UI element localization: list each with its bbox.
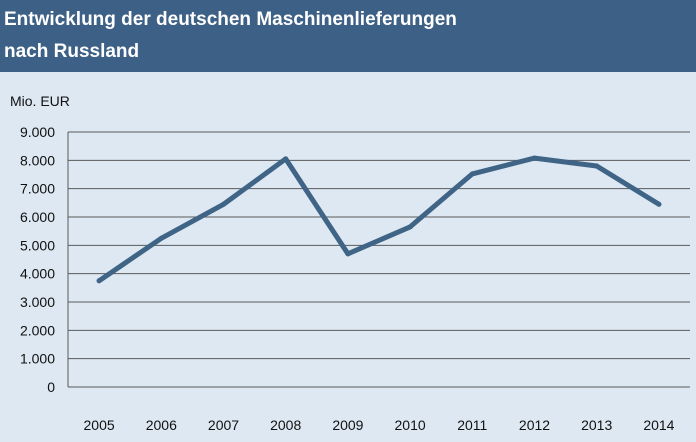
x-tick-label: 2011 bbox=[457, 417, 487, 433]
x-tick-label: 2010 bbox=[395, 417, 426, 433]
y-tick-label: 7.000 bbox=[20, 181, 55, 197]
y-axis-label: Mio. EUR bbox=[10, 93, 70, 109]
chart-title-bar: Entwicklung der deutschen Maschinenliefe… bbox=[0, 0, 696, 72]
chart-title-line-1: Entwicklung der deutschen Maschinenliefe… bbox=[4, 9, 457, 30]
y-tick-label: 0 bbox=[47, 379, 55, 395]
x-tick-label: 2013 bbox=[581, 417, 612, 433]
y-tick-label: 3.000 bbox=[20, 294, 55, 310]
y-tick-label: 1.000 bbox=[20, 351, 55, 367]
data-point-2008 bbox=[283, 156, 289, 162]
chart-title-line-2: nach Russland bbox=[4, 41, 140, 62]
x-tick-label: 2006 bbox=[146, 417, 177, 433]
x-tick-label: 2005 bbox=[84, 417, 115, 433]
data-point-2006 bbox=[158, 235, 164, 241]
x-tick-label: 2009 bbox=[332, 417, 363, 433]
data-point-2011 bbox=[469, 171, 475, 177]
data-point-2005 bbox=[96, 278, 102, 284]
y-tick-label: 6.000 bbox=[20, 209, 55, 225]
y-tick-label: 8.000 bbox=[20, 152, 55, 168]
data-point-2013 bbox=[594, 163, 600, 169]
x-tick-label: 2012 bbox=[519, 417, 550, 433]
y-tick-label: 9.000 bbox=[20, 124, 55, 140]
data-point-2007 bbox=[221, 201, 226, 207]
x-tick-label: 2007 bbox=[208, 417, 239, 433]
data-point-2012 bbox=[532, 155, 537, 161]
y-tick-label: 5.000 bbox=[20, 237, 55, 253]
data-point-2010 bbox=[407, 224, 413, 230]
y-tick-label: 2.000 bbox=[20, 322, 55, 338]
y-tick-label: 4.000 bbox=[20, 266, 55, 282]
data-point-2009 bbox=[345, 251, 351, 257]
data-point-2014 bbox=[656, 201, 662, 207]
x-tick-label: 2008 bbox=[270, 417, 301, 433]
series-line-0 bbox=[96, 155, 662, 284]
x-tick-label: 2014 bbox=[643, 417, 674, 433]
